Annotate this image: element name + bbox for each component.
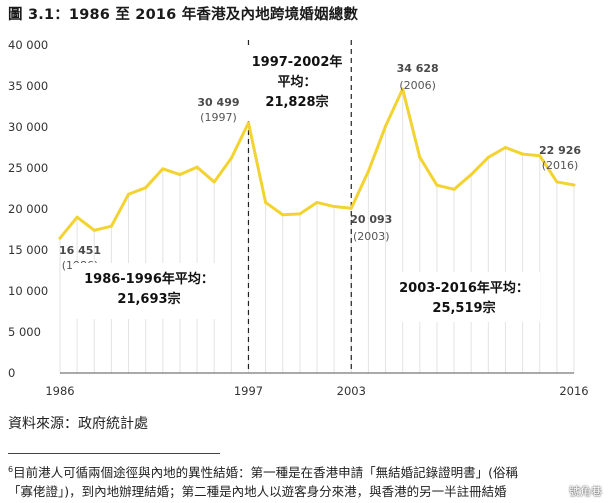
data-point: [366, 169, 370, 173]
period-average-box: [388, 272, 540, 322]
y-tick-label: 25 000: [8, 161, 48, 175]
footnote-line-2: 「寡佬證」)，到內地辦理結婚；第二種是內地人以遊客身分來港，與香港的另一半註冊結…: [8, 484, 507, 500]
y-tick-label: 5 000: [8, 325, 41, 339]
data-point: [503, 146, 507, 149]
period-average-label: 2003-2016年平均：: [399, 280, 529, 296]
y-tick-label: 15 000: [8, 243, 48, 257]
annotation-value: 16 451: [59, 244, 101, 257]
data-point: [281, 213, 285, 217]
annotation-value: 30 499: [197, 96, 239, 109]
footnote-divider: [8, 453, 220, 454]
y-tick-label: 10 000: [8, 284, 48, 298]
annotation-value: 34 628: [397, 62, 439, 75]
data-point: [572, 183, 576, 187]
x-tick-label: 2003: [337, 384, 366, 398]
data-point: [264, 200, 268, 204]
y-tick-label: 0: [8, 366, 15, 380]
period-average-value: 21,693宗: [117, 291, 180, 307]
annotation-year: (2003): [353, 230, 390, 243]
figure-title: 圖 3.1：1986 至 2016 年香港及內地跨境婚姻總數: [8, 7, 359, 23]
x-tick-label: 2016: [559, 384, 588, 398]
data-point: [127, 192, 131, 196]
data-point: [452, 187, 456, 191]
data-point: [75, 215, 79, 219]
data-point: [384, 124, 388, 128]
annotation-value: 22 926: [539, 144, 581, 157]
data-point: [58, 236, 62, 240]
period-average-label-2: 平均：: [277, 74, 316, 90]
data-point: [229, 156, 233, 160]
y-tick-label: 20 000: [8, 202, 48, 216]
period-average-value: 21,828宗: [265, 94, 328, 110]
data-point: [538, 154, 542, 158]
footnote-line-1: 目前港人可循兩個途徑與內地的異性結婚：第一種是在香港申請「無結婚記錄證明書」(俗…: [13, 465, 518, 481]
data-point: [521, 152, 525, 156]
annotation-year: (2016): [542, 159, 579, 172]
data-point: [212, 180, 216, 184]
data-point: [109, 224, 113, 228]
x-tick-label: 1986: [45, 384, 74, 398]
y-tick-label: 35 000: [8, 79, 48, 93]
period-average-value: 25,519宗: [432, 300, 495, 316]
x-tick-label: 1997: [234, 384, 263, 398]
data-point: [144, 186, 148, 190]
annotation-year: (2006): [399, 79, 436, 92]
data-point: [486, 155, 490, 159]
watermark: 號角巷: [569, 485, 602, 498]
data-point: [178, 173, 182, 177]
footnote-mark: 6: [8, 465, 14, 474]
data-point: [555, 180, 559, 184]
data-point: [332, 205, 336, 209]
data-point: [469, 173, 473, 177]
y-tick-label: 40 000: [8, 38, 48, 52]
data-point: [418, 155, 422, 159]
data-point: [92, 228, 96, 232]
annotation-year: (1997): [200, 111, 237, 124]
data-point: [349, 206, 353, 210]
data-point: [435, 183, 439, 187]
y-tick-label: 30 000: [8, 120, 48, 134]
period-average-label: 1986-1996年平均：: [84, 271, 214, 287]
data-point: [315, 200, 319, 204]
period-average-box: [74, 263, 224, 319]
annotation-value: 20 093: [350, 213, 392, 226]
data-point: [298, 212, 302, 216]
period-average-box: [244, 46, 350, 120]
period-average-label: 1997-2002年: [252, 54, 343, 70]
data-point: [161, 167, 165, 171]
data-point: [246, 121, 250, 125]
data-point: [195, 165, 199, 169]
chart: 0 5 000 10 000 15 000 20 000 25 000 30 000 35 0…: [8, 38, 589, 398]
source-note: 資料來源：政府統計處: [8, 416, 148, 432]
footnote: 6目前港人可循兩個途徑與內地的異性結婚：第一種是在香港申請「無結婚記錄證明書」(…: [8, 460, 598, 501]
data-point: [401, 87, 405, 91]
